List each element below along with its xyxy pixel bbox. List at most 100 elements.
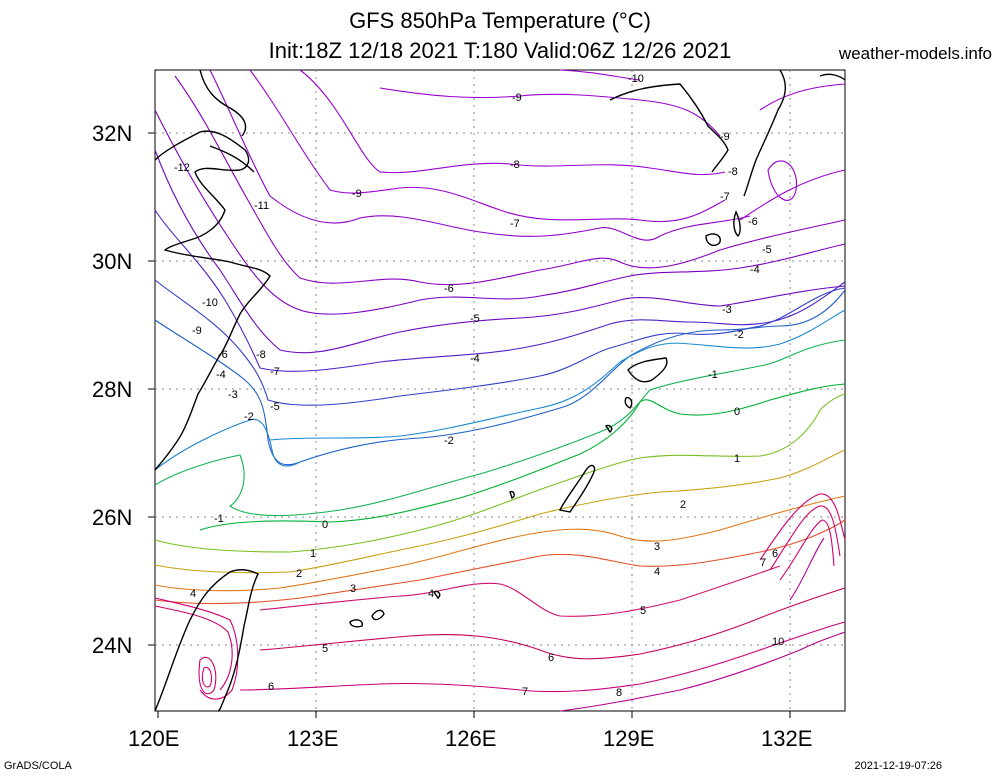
contour-value-label: 8 (616, 687, 622, 699)
contour-value-label: -9 (352, 188, 362, 200)
contour-line (739, 169, 846, 221)
contour-value-label: -5 (270, 401, 280, 413)
contour-line (154, 597, 239, 700)
contour-line (789, 537, 825, 601)
coastline-japan-east (743, 69, 787, 197)
contour-value-label: -8 (256, 349, 266, 361)
contour-line (259, 565, 781, 617)
contour-line (154, 339, 846, 516)
coastline-sakishima (349, 619, 363, 628)
contour-value-label: 7 (522, 686, 528, 698)
lon-label-126e: 126E (445, 726, 496, 751)
contour-line (767, 160, 798, 201)
contour-line (379, 87, 721, 137)
contour-line (209, 69, 751, 241)
coastline-island (604, 424, 613, 434)
coastline-island (432, 590, 441, 600)
contour-value-label: -2 (734, 329, 744, 341)
contour-value-label: -9 (192, 325, 202, 337)
lat-label-26n: 26N (92, 505, 132, 530)
contour-line (759, 493, 846, 561)
lat-label-24n: 24N (92, 633, 132, 658)
footer-software: GrADS/COLA (4, 760, 72, 772)
coastline-china-north (199, 69, 247, 137)
coastline-tanegashima (733, 210, 741, 237)
contour-value-label: -5 (470, 313, 480, 325)
contour-line (154, 418, 301, 471)
coastline-kyushu (609, 83, 729, 173)
contour-value-label: -4 (750, 264, 760, 276)
coastline-shikoku (819, 73, 846, 81)
contour-value-label: -8 (510, 159, 520, 171)
contour-value-label: -8 (728, 166, 738, 178)
coastline-amami (627, 357, 668, 383)
coastline-okinawa (558, 464, 596, 513)
lat-label-28n: 28N (92, 377, 132, 402)
contour-labels: -10-9-9-8-12-11-9-8-7-6-7-5-4-10-6-9-5-3… (174, 73, 784, 699)
contour-line (759, 83, 846, 111)
contour-line (154, 605, 233, 691)
contour-line (154, 495, 846, 592)
coastline-sakishima (371, 609, 385, 621)
lon-label-123e: 123E (287, 726, 338, 751)
contour-value-label: -4 (216, 369, 226, 381)
lon-label-129e: 129E (603, 726, 654, 751)
contour-value-label: 4 (428, 588, 434, 600)
lon-label-132e: 132E (761, 726, 812, 751)
coastline-island (509, 490, 515, 499)
contour-value-label: 0 (734, 406, 740, 418)
contour-value-label: 4 (190, 588, 196, 600)
contour-value-label: 2 (680, 499, 686, 511)
contour-value-label: 3 (654, 541, 660, 553)
map-subtitle: Init:18Z 12/18 2021 T:180 Valid:06Z 12/2… (268, 38, 732, 63)
contour-value-label: 10 (772, 636, 784, 648)
contour-line (154, 279, 846, 406)
contour-line (154, 519, 846, 605)
contour-line (201, 666, 213, 688)
contour-value-label: 1 (310, 548, 316, 560)
coastline-island (624, 396, 633, 409)
contour-value-label: 1 (734, 453, 740, 465)
contour-value-label: 3 (350, 583, 356, 595)
contour-line (559, 631, 846, 712)
contour-line (154, 393, 846, 553)
contour-value-label: 0 (322, 519, 328, 531)
site-name: weather-models.info (838, 44, 992, 63)
coastline-china (154, 130, 271, 471)
coastline-taiwan (154, 569, 259, 712)
contour-value-label: -7 (720, 191, 730, 203)
temperature-contours (154, 69, 846, 712)
contour-line (199, 383, 846, 531)
contour-value-label: -9 (512, 92, 522, 104)
contour-line (154, 289, 846, 466)
footer-timestamp: 2021-12-19-07:26 (854, 760, 942, 772)
contour-value-label: 4 (654, 566, 660, 578)
contour-line (559, 69, 641, 81)
contour-value-label: -5 (762, 244, 772, 256)
contour-value-label: 2 (296, 568, 302, 580)
contour-value-label: 7 (760, 557, 766, 569)
contour-value-label: 6 (268, 681, 274, 693)
lat-label-30n: 30N (92, 249, 132, 274)
contour-line (154, 449, 846, 574)
map-title: GFS 850hPa Temperature (°C) (349, 8, 651, 33)
coastline-china-bay (209, 145, 255, 173)
contour-value-label: -4 (470, 353, 480, 365)
contour-line (249, 69, 726, 223)
lon-label-120e: 120E (128, 726, 179, 751)
contour-value-label: -7 (270, 366, 280, 378)
contour-value-label: -3 (228, 389, 238, 401)
contour-value-label: -6 (748, 216, 758, 228)
contour-value-label: -1 (214, 513, 224, 525)
contour-line (239, 621, 846, 693)
contour-line (269, 309, 846, 441)
contour-value-label: -6 (444, 283, 454, 295)
contour-value-label: -2 (244, 411, 254, 423)
contour-value-label: -12 (174, 162, 190, 174)
contour-line (154, 149, 846, 354)
contour-value-label: 5 (322, 643, 328, 655)
map-frame (154, 69, 846, 712)
coastline-yakushima (705, 233, 721, 247)
contour-line (769, 505, 841, 571)
